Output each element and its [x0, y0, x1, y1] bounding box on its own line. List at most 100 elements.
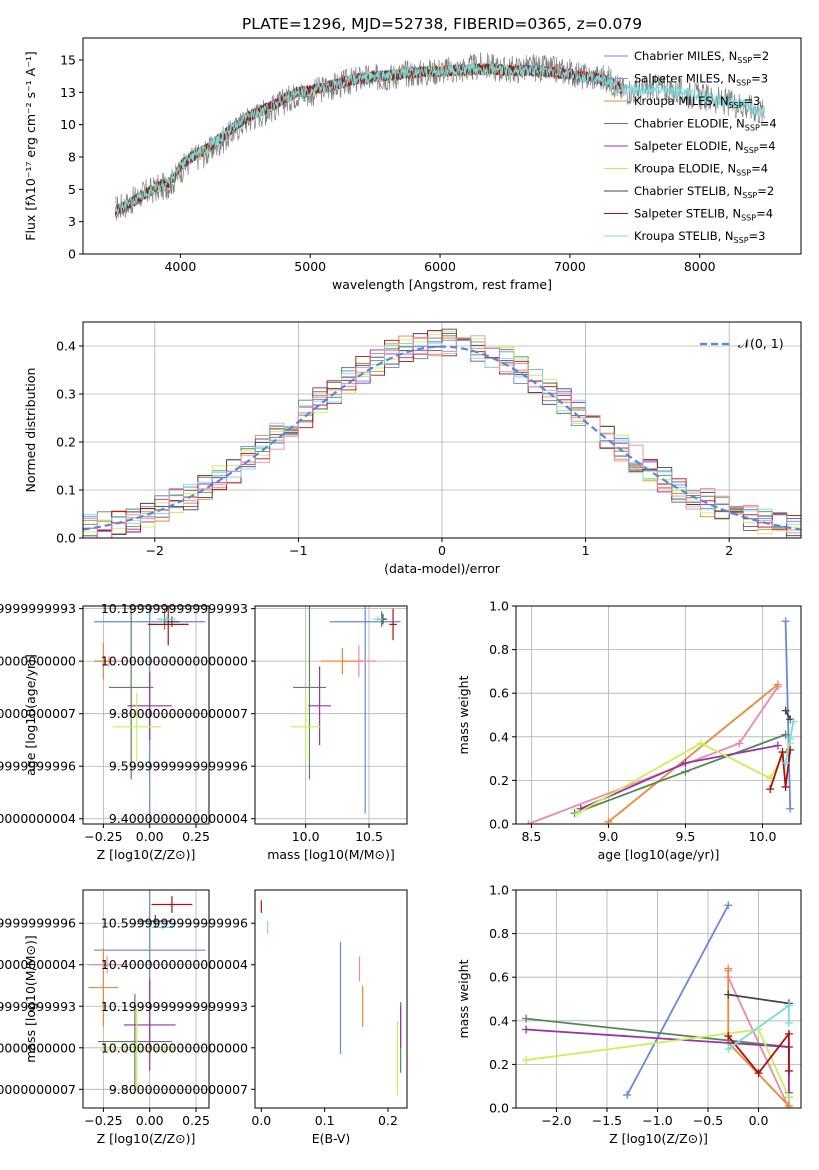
legend-sub: SSP — [744, 146, 759, 155]
legend-name: Chabrier ELODIE, N — [634, 117, 745, 131]
weight-marker — [724, 990, 733, 999]
errorbar-point-3 — [138, 914, 172, 928]
y-tick-label: 10.1999999999999993 — [101, 999, 248, 1014]
legend-name: Chabrier MILES, N — [634, 49, 737, 63]
weight-series-2 — [604, 680, 782, 824]
model-spectrum-8 — [115, 62, 766, 215]
y-tick-label: 10.1999999999999993 — [101, 601, 248, 616]
weight-series-1 — [524, 682, 782, 824]
legend-entry-8: Kroupa STELIB, NSSP=3 — [634, 229, 765, 245]
errorbar-point-4 — [164, 616, 180, 628]
legend-suffix: =4 — [756, 207, 773, 221]
x-tick-label: 5000 — [294, 259, 326, 274]
y-tick-label: 0 — [68, 247, 76, 262]
legend-entry-3: Chabrier ELODIE, NSSP=4 — [634, 117, 777, 133]
legend-entry-2: Kroupa MILES, NSSP=3 — [634, 94, 760, 110]
plot-area — [290, 606, 401, 814]
legend-sub: SSP — [734, 236, 749, 245]
y-axis-label: mass [log10(M/M⊙)] — [23, 935, 38, 1063]
weight-marker — [784, 1066, 793, 1075]
weight-marker — [773, 680, 782, 689]
y-tick-label: 0.0 — [489, 1101, 509, 1116]
y-tick-label: 10.4000000000000004 — [101, 957, 248, 972]
y-axis-label: mass weight — [456, 675, 471, 754]
x-tick-label: −2.0 — [541, 1113, 571, 1128]
errorbar-point-7 — [108, 606, 154, 780]
errorbar-point-5 — [147, 606, 189, 646]
errorbar-point-5 — [389, 608, 397, 641]
x-axis-label: Z [log10(Z/Z⊙)] — [97, 847, 196, 862]
plot-area — [522, 901, 793, 1108]
errorbar-point-5 — [151, 925, 174, 930]
legend-name: Kroupa STELIB, N — [634, 229, 734, 243]
x-tick-label: 10.0 — [292, 829, 320, 844]
y-tick-label: 5 — [68, 182, 76, 197]
y-tick-label: 10.0000000000000000 — [0, 1040, 76, 1055]
x-tick-label: 2 — [725, 543, 733, 558]
weight-line — [607, 683, 779, 823]
x-tick-label: 0.1 — [315, 1113, 335, 1128]
errorbar-point-8 — [127, 671, 172, 740]
y-tick-label: 9.8000000000000007 — [109, 706, 248, 721]
x-tick-label: −1.5 — [592, 1113, 622, 1128]
y-tick-label: 10.0000000000000000 — [0, 654, 76, 669]
y-axis-label: Normed distribution — [23, 368, 38, 493]
x-tick-label: 9.0 — [598, 829, 618, 844]
errorbar-point-2 — [94, 642, 113, 680]
y-axis-label: Flux [fλ10⁻¹⁷ erg cm⁻² s⁻¹ A⁻¹] — [23, 51, 38, 240]
weight-series-7 — [724, 1029, 793, 1078]
weight-series-3 — [570, 730, 790, 818]
errorbar-point-0 — [329, 606, 401, 814]
panel-age_vs_mass: 10.0 10.5 9.4000000000000004 9.599999999999… — [101, 601, 408, 862]
errorbar-point-6 — [97, 993, 172, 1090]
x-axis-label: mass [log10(M/M⊙)] — [267, 847, 395, 862]
panel-weight_vs_Z: −2.0 −1.5 −1.0 −0.5 0.0 0.0 0.2 0.4 0.6 0.8 1.0 Z [… — [456, 883, 802, 1146]
y-tick-label: 0.3 — [56, 387, 76, 402]
legend-sub: SSP — [736, 169, 751, 178]
y-tick-label: 9.8000000000000007 — [109, 1082, 248, 1097]
y-tick-label: 10 — [60, 117, 76, 132]
legend-entry-4: Salpeter ELODIE, NSSP=4 — [634, 139, 776, 155]
weight-series-4 — [576, 741, 782, 813]
y-tick-label: 0.6 — [489, 970, 509, 985]
legend-sub: SSP — [741, 214, 756, 223]
x-axis-label: age [log10(age/yr)] — [598, 847, 720, 862]
axes-frame — [515, 889, 802, 1109]
axes-frame — [515, 605, 802, 825]
weight-series-7 — [766, 745, 795, 794]
legend-suffix: =2 — [757, 184, 774, 198]
plot-area — [88, 890, 206, 1092]
panel-weight_vs_age: 8.5 9.0 9.5 10.0 0.0 0.2 0.4 0.6 0.8 1.0 age [log1… — [456, 599, 802, 862]
y-tick-label: 0.8 — [489, 642, 509, 657]
observed-spectrum — [115, 52, 765, 221]
x-tick-label: −0.5 — [693, 1113, 723, 1128]
y-tick-label: 15 — [60, 52, 76, 67]
weight-marker — [784, 1101, 793, 1108]
weight-series-5 — [522, 1025, 793, 1102]
errorbar-point-9 — [112, 692, 161, 761]
y-tick-label: 9.5999999999999996 — [109, 759, 248, 774]
weight-marker — [766, 785, 775, 794]
errorbar-point-8 — [99, 1008, 174, 1092]
axes-frame — [254, 605, 408, 825]
y-tick-label: 10.0000000000000000 — [101, 654, 248, 669]
weight-marker — [522, 1056, 531, 1065]
weight-marker — [522, 1014, 531, 1023]
legend-name: Salpeter MILES, N — [634, 72, 736, 86]
panel-age_vs_Z: −0.25 0.00 0.25 9.4000000000000004 9.5999999… — [0, 601, 210, 862]
y-tick-label: 0.2 — [56, 435, 76, 450]
x-tick-label: 0.0 — [749, 1113, 769, 1128]
x-axis-label: Z [log10(Z/Z⊙)] — [609, 1131, 708, 1146]
x-tick-label: 0.2 — [378, 1113, 398, 1128]
errorbar-point-7 — [293, 606, 326, 780]
x-tick-label: 0.00 — [136, 829, 164, 844]
errorbar-point-6 — [372, 616, 383, 622]
weight-marker — [573, 809, 582, 818]
axes-frame — [82, 889, 210, 1109]
weight-marker — [724, 964, 733, 973]
y-tick-label: 0.4 — [56, 339, 76, 354]
x-tick-label: 10.0 — [749, 829, 777, 844]
weight-marker — [681, 767, 690, 776]
y-tick-label: 0.6 — [489, 686, 509, 701]
